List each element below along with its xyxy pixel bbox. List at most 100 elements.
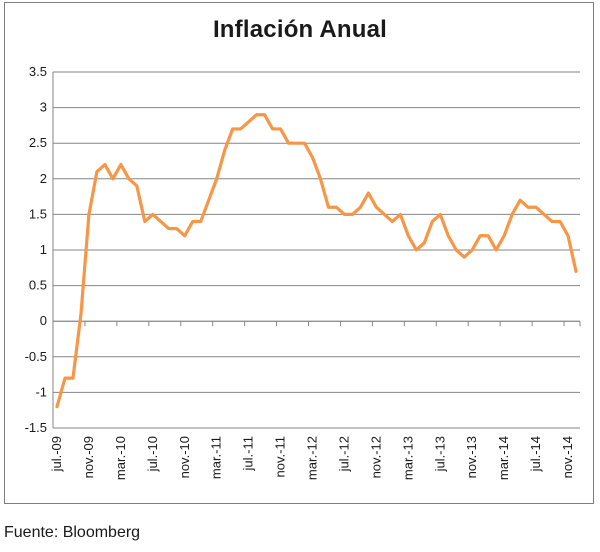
data-point [359,206,361,208]
data-point [479,235,481,237]
data-point [152,213,154,215]
data-point [391,220,393,222]
y-tick-label: 1.5 [29,206,47,221]
data-point [56,405,58,407]
x-tick-label: nov.-09 [81,436,96,478]
data-point [64,377,66,379]
data-point [559,220,561,222]
data-point [271,128,273,130]
data-point [223,149,225,151]
x-tick-label: mar.-14 [496,436,511,480]
x-axis-tick-labels: jul.-09 nov.-09 mar.-10 jul.-10 nov.-10 mar.-… [49,436,575,480]
data-point [567,235,569,237]
data-point [208,199,210,201]
y-axis-tick-labels: 3.5 3 2.5 2 1.5 1 0.5 0 -0.5 -1 -1.5 [25,64,47,435]
data-point [351,213,353,215]
data-point [279,128,281,130]
data-point [176,227,178,229]
x-tick-label: jul.-10 [145,436,160,472]
chart-canvas: 3.5 3 2.5 2 1.5 1 0.5 0 -0.5 -1 -1.5 jul.-09 nov.-0… [25,64,581,480]
x-tick-label: jul.-14 [528,436,543,472]
data-point [72,377,74,379]
chart-frame [4,2,594,504]
data-point [239,128,241,130]
data-point [423,242,425,244]
series-layer [55,113,578,409]
data-point [511,213,513,215]
x-tick-label: mar.-11 [209,436,224,479]
y-tick-label: 2 [40,171,47,186]
x-tick-label: nov.-12 [368,436,383,478]
data-point [200,220,202,222]
data-point [144,220,146,222]
data-point [519,199,521,201]
x-tick-label: mar.-13 [400,436,415,480]
data-point [415,249,417,251]
data-point [96,170,98,172]
y-tick-label: -0.5 [25,349,47,364]
chart-title: Inflación Anual [212,16,388,43]
data-point [215,178,217,180]
x-tick-label: jul.-09 [49,436,64,472]
data-point [303,142,305,144]
x-tick-label: mar.-12 [305,436,320,480]
data-point [88,213,90,215]
data-point [471,249,473,251]
x-tick-label: nov.-14 [560,436,575,478]
x-tick-label: jul.-13 [432,436,447,472]
x-tick-label: nov.-13 [464,436,479,478]
data-point [231,128,233,130]
data-point [527,206,529,208]
data-point [184,235,186,237]
data-point [247,121,249,123]
data-point [503,235,505,237]
axes [52,72,581,428]
data-point [160,220,162,222]
gridlines [53,71,580,429]
data-point [399,213,401,215]
y-tick-label: 0 [40,313,47,328]
data-point [439,213,441,215]
data-point [367,192,369,194]
x-tick-label: mar.-10 [113,436,128,480]
data-point [120,163,122,165]
y-tick-label: 3.5 [29,64,47,79]
y-tick-label: 3 [40,100,47,115]
series-line [55,113,578,409]
data-point [335,206,337,208]
x-tick-label: jul.-12 [336,436,351,472]
y-tick-label: 0.5 [29,278,47,293]
data-point [551,220,553,222]
data-point [343,213,345,215]
data-point [487,235,489,237]
data-point [575,270,577,272]
x-tick-label: nov.-10 [177,436,192,478]
data-point [128,178,130,180]
data-point [535,206,537,208]
data-point [255,114,257,116]
x-tick-label: nov.-11 [273,436,288,477]
y-tick-label: -1 [35,384,47,399]
data-point [192,220,194,222]
y-tick-label: 1 [40,242,47,257]
data-point [431,220,433,222]
data-point [383,213,385,215]
data-point [455,249,457,251]
data-point [407,235,409,237]
data-point [375,206,377,208]
data-point [311,156,313,158]
data-point [495,249,497,251]
data-point [295,142,297,144]
data-point [319,178,321,180]
data-point [168,227,170,229]
y-tick-label: 2.5 [29,135,47,150]
data-point [463,256,465,258]
data-point [263,114,265,116]
data-point [104,163,106,165]
x-tick-label: jul.-11 [241,436,256,471]
data-point [327,206,329,208]
y-tick-label: -1.5 [25,420,47,435]
data-point [112,178,114,180]
source-note: Fuente: Bloomberg [4,524,141,541]
data-point [80,313,82,315]
